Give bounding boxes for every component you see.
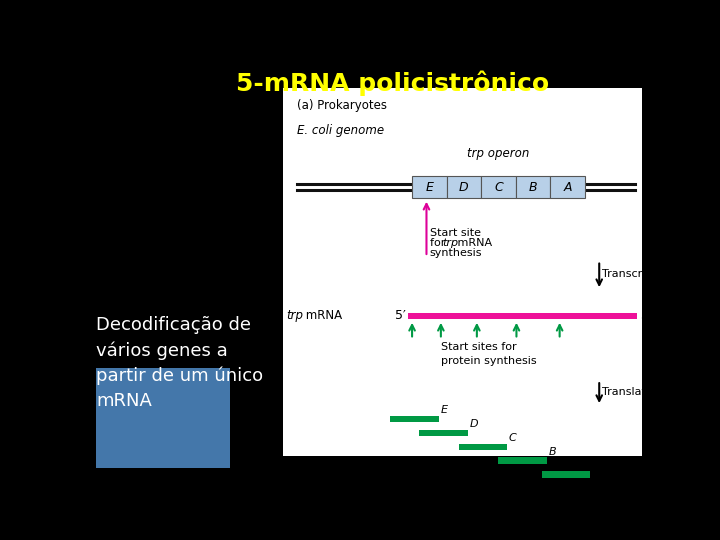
Bar <box>390 416 439 422</box>
Text: (a) Prokaryotes: (a) Prokaryotes <box>297 99 387 112</box>
Text: Translation: Translation <box>603 387 663 396</box>
Text: Start sites for
protein synthesis: Start sites for protein synthesis <box>441 342 536 366</box>
Text: E. coli genome: E. coli genome <box>297 124 384 138</box>
Text: 3′: 3′ <box>640 309 651 322</box>
Text: B: B <box>528 180 537 193</box>
Text: D: D <box>469 418 478 429</box>
Text: trp: trp <box>286 309 303 322</box>
Text: D: D <box>459 180 469 193</box>
Text: C: C <box>509 433 517 443</box>
Bar <box>498 457 547 464</box>
Text: C: C <box>494 180 503 193</box>
Text: Transcription: Transcription <box>603 269 674 279</box>
Text: mRNA: mRNA <box>302 309 342 322</box>
Bar <box>412 176 446 198</box>
Bar <box>408 313 637 319</box>
Text: for: for <box>430 238 449 247</box>
Bar <box>481 176 516 198</box>
Bar <box>459 443 508 450</box>
Text: trp operon: trp operon <box>467 146 530 159</box>
Bar <box>96 368 230 468</box>
Text: Decodificação de
vários genes a
partir de um único
mRNA: Decodificação de vários genes a partir d… <box>96 316 264 410</box>
Bar <box>516 176 550 198</box>
Bar <box>446 176 481 198</box>
Text: A: A <box>563 180 572 193</box>
Text: trp: trp <box>442 238 458 247</box>
Bar <box>550 176 585 198</box>
Bar <box>541 471 590 478</box>
Text: mRNA: mRNA <box>454 238 492 247</box>
Bar <box>419 429 468 436</box>
Text: E: E <box>426 180 433 193</box>
Text: B: B <box>549 447 557 457</box>
Text: 5-mRNA policistrônico: 5-mRNA policistrônico <box>235 71 549 97</box>
Text: synthesis: synthesis <box>430 247 482 258</box>
Text: Proteins: Proteins <box>297 456 349 466</box>
Text: Start site: Start site <box>430 227 480 238</box>
Text: A: A <box>592 461 600 471</box>
Bar <box>282 87 642 456</box>
Text: 5′: 5′ <box>395 309 405 322</box>
Text: E: E <box>441 405 448 415</box>
